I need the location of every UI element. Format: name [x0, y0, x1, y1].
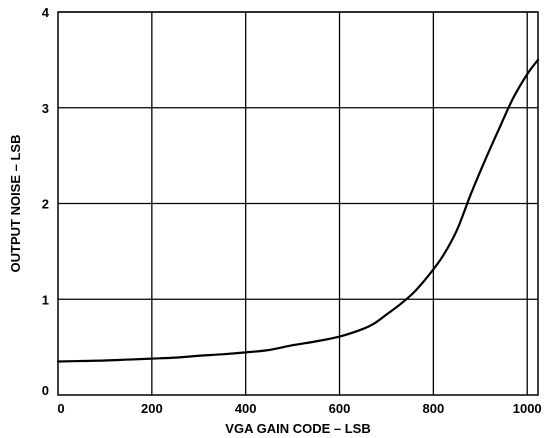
y-tick-label: 2	[42, 197, 49, 212]
x-tick-label: 400	[235, 401, 257, 416]
x-tick-label: 1000	[513, 401, 542, 416]
y-tick-label: 0	[42, 383, 49, 398]
y-axis-title: OUTPUT NOISE – LSB	[8, 135, 23, 273]
x-tick-label: 800	[423, 401, 445, 416]
x-tick-label: 200	[141, 401, 163, 416]
y-tick-label: 3	[42, 101, 49, 116]
y-tick-label: 1	[42, 292, 49, 307]
grid	[58, 11, 538, 395]
x-tick-label: 600	[329, 401, 351, 416]
x-tick-labels: 0 200 400 600 800 1000	[57, 401, 541, 416]
plot-frame	[57, 11, 539, 396]
x-axis-title: VGA GAIN CODE – LSB	[225, 421, 370, 436]
x-tick-label: 0	[57, 401, 64, 416]
series-layer	[56, 58, 540, 363]
series-line-0	[56, 58, 540, 363]
y-tick-labels: 0 1 2 3 4	[42, 5, 50, 398]
y-tick-label: 4	[42, 5, 50, 20]
